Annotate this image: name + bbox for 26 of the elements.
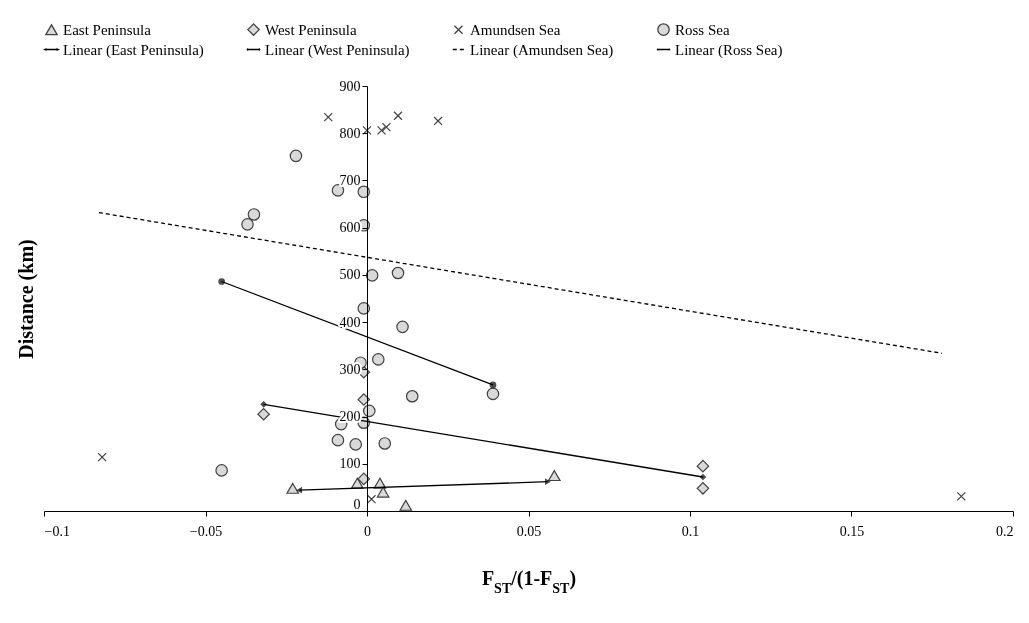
- y-tick-label: 900: [339, 78, 361, 94]
- legend-label: West Peninsula: [265, 21, 358, 38]
- legend-label: Linear (Ross Sea): [675, 41, 783, 59]
- x-tick-label: 0.15: [839, 523, 865, 539]
- y-tick-label: 500: [339, 267, 361, 283]
- y-tick-label: 600: [339, 220, 361, 236]
- x-tick-label: 0.05: [516, 523, 542, 539]
- y-tick-label: 300: [339, 361, 361, 377]
- legend-label: Amundsen Sea: [470, 21, 561, 38]
- legend-label: Linear (East Peninsula): [63, 41, 204, 59]
- y-tick-label: 800: [339, 125, 361, 141]
- x-tick-label: −0.05: [189, 523, 223, 539]
- legend-label: Linear (Amundsen Sea): [470, 41, 614, 59]
- y-tick-label: 100: [339, 456, 361, 472]
- x-tick-label: −0.1: [44, 523, 70, 539]
- legend-label: Ross Sea: [675, 21, 730, 38]
- y-tick-label: 0: [353, 496, 361, 512]
- x-tick-label: 0: [364, 523, 371, 539]
- x-tick-label: 0.1: [681, 523, 700, 539]
- y-tick-label: 700: [339, 172, 361, 188]
- legend-label: East Peninsula: [63, 21, 152, 38]
- x-tick-label: 0.2: [996, 523, 1014, 539]
- legend-label: Linear (West Peninsula): [265, 41, 410, 59]
- x-axis-title: F$_{ST}$/(1-F$_{ST}$): [481, 566, 577, 595]
- y-axis-title: Distance (km): [14, 239, 38, 359]
- y-tick-label: 400: [339, 314, 361, 330]
